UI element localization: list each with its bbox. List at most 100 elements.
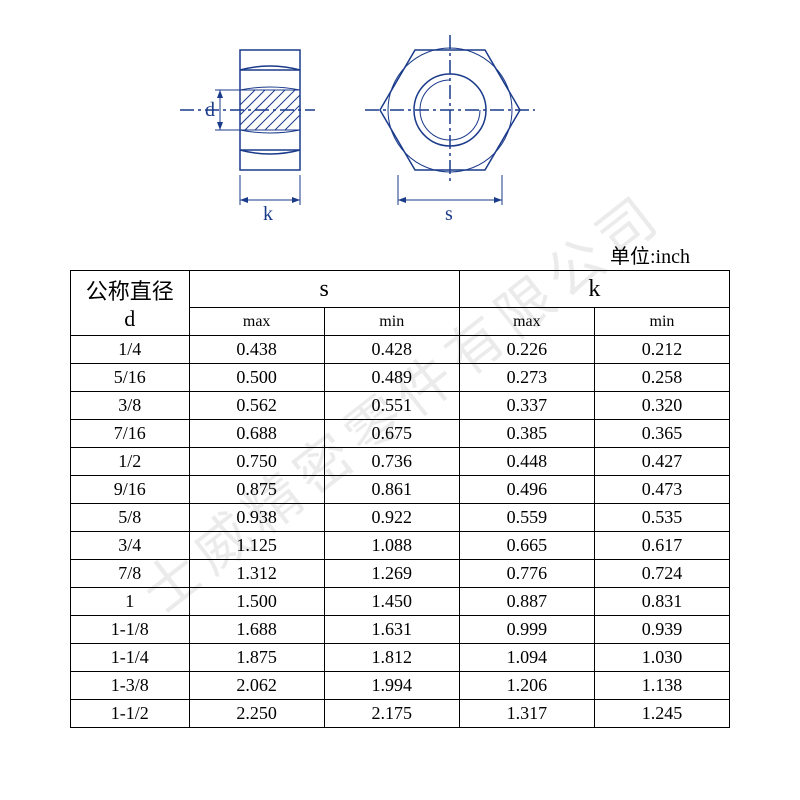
nut-diagram: d k s	[150, 30, 650, 230]
table-cell: 0.724	[594, 560, 729, 588]
table-cell: 0.999	[459, 616, 594, 644]
table-row: 1/40.4380.4280.2260.212	[71, 336, 730, 364]
table-cell: 0.776	[459, 560, 594, 588]
table-cell: 0.385	[459, 420, 594, 448]
table-row: 1-1/22.2502.1751.3171.245	[71, 700, 730, 728]
header-d-line1: 公称直径	[71, 274, 189, 306]
spec-table: 公称直径 d s k max min max min 1/40.4380.428…	[70, 270, 730, 728]
table-cell: 1.875	[189, 644, 324, 672]
table-cell: 0.320	[594, 392, 729, 420]
table-cell: 0.226	[459, 336, 594, 364]
table-row: 3/41.1251.0880.6650.617	[71, 532, 730, 560]
table-cell: 3/8	[71, 392, 190, 420]
header-s: s	[189, 271, 459, 308]
table-cell: 0.559	[459, 504, 594, 532]
dim-s-label: s	[445, 203, 453, 225]
table-cell: 0.496	[459, 476, 594, 504]
table-cell: 0.831	[594, 588, 729, 616]
table-cell: 7/16	[71, 420, 190, 448]
table-cell: 1-1/4	[71, 644, 190, 672]
table-row: 5/80.9380.9220.5590.535	[71, 504, 730, 532]
table-cell: 1.245	[594, 700, 729, 728]
table-cell: 0.337	[459, 392, 594, 420]
table-cell: 1.138	[594, 672, 729, 700]
table-body: 1/40.4380.4280.2260.2125/160.5000.4890.2…	[71, 336, 730, 728]
table-row: 1/20.7500.7360.4480.427	[71, 448, 730, 476]
table-cell: 0.500	[189, 364, 324, 392]
table-cell: 0.750	[189, 448, 324, 476]
dim-d-label: d	[205, 99, 215, 121]
table-cell: 0.535	[594, 504, 729, 532]
table-cell: 5/16	[71, 364, 190, 392]
table-cell: 1.688	[189, 616, 324, 644]
table-row: 11.5001.4500.8870.831	[71, 588, 730, 616]
table-cell: 1.030	[594, 644, 729, 672]
table-row: 1-1/81.6881.6310.9990.939	[71, 616, 730, 644]
table-cell: 3/4	[71, 532, 190, 560]
table-cell: 0.688	[189, 420, 324, 448]
table-cell: 0.428	[324, 336, 459, 364]
table-cell: 0.427	[594, 448, 729, 476]
header-s-max: max	[189, 308, 324, 336]
table-cell: 1/4	[71, 336, 190, 364]
table-cell: 0.617	[594, 532, 729, 560]
table-cell: 1-3/8	[71, 672, 190, 700]
table-cell: 0.861	[324, 476, 459, 504]
header-d-line2: d	[71, 306, 189, 332]
header-d: 公称直径 d	[71, 271, 190, 336]
table-cell: 1.317	[459, 700, 594, 728]
table-cell: 1	[71, 588, 190, 616]
table-cell: 1.125	[189, 532, 324, 560]
header-s-min: min	[324, 308, 459, 336]
table-cell: 0.473	[594, 476, 729, 504]
table-cell: 2.175	[324, 700, 459, 728]
table-cell: 0.489	[324, 364, 459, 392]
dim-k-label: k	[263, 203, 273, 225]
table-cell: 0.875	[189, 476, 324, 504]
table-cell: 0.258	[594, 364, 729, 392]
table-cell: 0.448	[459, 448, 594, 476]
table-cell: 2.062	[189, 672, 324, 700]
table-cell: 0.736	[324, 448, 459, 476]
table-row: 9/160.8750.8610.4960.473	[71, 476, 730, 504]
table-cell: 0.365	[594, 420, 729, 448]
table-cell: 0.551	[324, 392, 459, 420]
header-k-max: max	[459, 308, 594, 336]
table-cell: 1.631	[324, 616, 459, 644]
header-k-min: min	[594, 308, 729, 336]
table-row: 3/80.5620.5510.3370.320	[71, 392, 730, 420]
table-cell: 0.212	[594, 336, 729, 364]
table-cell: 1.450	[324, 588, 459, 616]
table-cell: 1-1/8	[71, 616, 190, 644]
table-cell: 1/2	[71, 448, 190, 476]
table-row: 7/81.3121.2690.7760.724	[71, 560, 730, 588]
table-cell: 0.273	[459, 364, 594, 392]
table-cell: 0.438	[189, 336, 324, 364]
table-cell: 1-1/2	[71, 700, 190, 728]
table-cell: 1.994	[324, 672, 459, 700]
table-cell: 0.922	[324, 504, 459, 532]
table-cell: 1.812	[324, 644, 459, 672]
table-cell: 5/8	[71, 504, 190, 532]
table-cell: 0.665	[459, 532, 594, 560]
table-cell: 0.938	[189, 504, 324, 532]
table-row: 1-1/41.8751.8121.0941.030	[71, 644, 730, 672]
table-cell: 1.206	[459, 672, 594, 700]
header-k: k	[459, 271, 729, 308]
table-row: 5/160.5000.4890.2730.258	[71, 364, 730, 392]
table-row: 7/160.6880.6750.3850.365	[71, 420, 730, 448]
table-cell: 1.269	[324, 560, 459, 588]
table-cell: 0.887	[459, 588, 594, 616]
table-cell: 1.094	[459, 644, 594, 672]
table-cell: 9/16	[71, 476, 190, 504]
table-cell: 1.088	[324, 532, 459, 560]
table-cell: 1.500	[189, 588, 324, 616]
table-cell: 0.939	[594, 616, 729, 644]
unit-label: 单位:inch	[610, 240, 690, 269]
table-cell: 7/8	[71, 560, 190, 588]
table-cell: 2.250	[189, 700, 324, 728]
table-cell: 0.675	[324, 420, 459, 448]
table-cell: 1.312	[189, 560, 324, 588]
table-cell: 0.562	[189, 392, 324, 420]
table-row: 1-3/82.0621.9941.2061.138	[71, 672, 730, 700]
